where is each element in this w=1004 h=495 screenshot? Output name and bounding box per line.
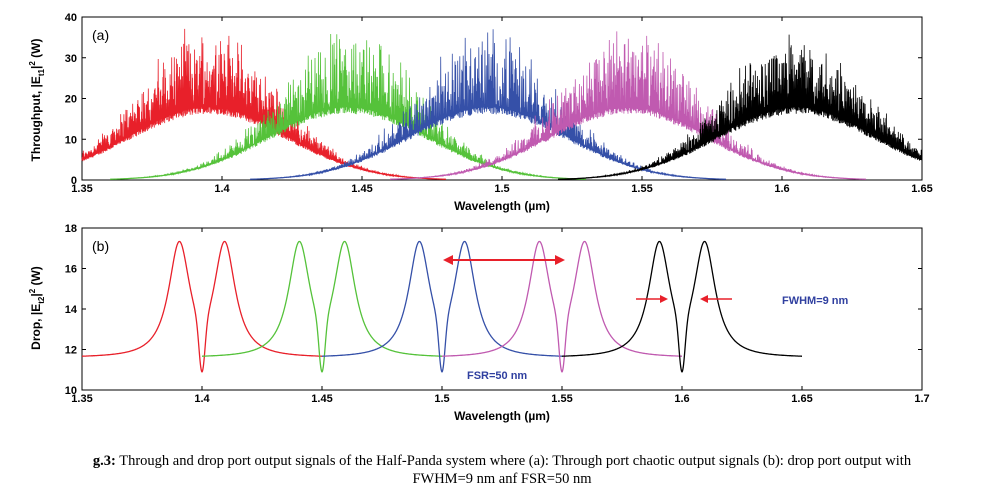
panel-b-series-drop-3: [322, 240, 562, 373]
panel-a-xtick-label: 1.4: [214, 183, 230, 195]
panel-b-ylabel: Drop, |Et2|2 (W): [28, 266, 46, 350]
panel-b-series-drop-5: [562, 240, 802, 373]
panel-b-annotations: FWHM=9 nm FSR=50 nm: [443, 255, 849, 382]
panel-b-ytick-label: 10: [65, 385, 77, 397]
panel-b-xtick-label: 1.65: [791, 393, 812, 405]
panel-a-ylabel: Throughput, |Et1|2 (W): [28, 39, 46, 162]
figure-caption: g.3: Through and drop port output signal…: [0, 452, 1004, 488]
panel-a-xtick-label: 1.55: [631, 183, 652, 195]
panel-b-xtick-label: 1.5: [434, 393, 449, 405]
panel-b-series-drop-4: [442, 240, 682, 373]
panel-b-plot-frame: [81, 227, 923, 391]
panel-a-ytick-label: 0: [71, 175, 77, 187]
panel-a-xtick-label: 1.45: [351, 183, 372, 195]
panel-b-xtick-label: 1.35: [71, 393, 92, 405]
fwhm-arrowhead-left: [660, 295, 668, 303]
panel-b-drop-chart: 1.35 1.4 1.45 1.5 1.55 1.6 1.65 1.7 10 12 14 16 18 (…: [28, 223, 930, 423]
panel-b-label: (b): [92, 238, 109, 254]
fsr-annotation: FSR=50 nm: [467, 370, 527, 382]
panel-b-ytick-label: 12: [65, 345, 77, 357]
panel-a-ytick-label: 40: [65, 12, 77, 24]
panel-a-ylabel-sup: 2: [28, 61, 37, 66]
panel-b-xlabel: Wavelength (µm): [454, 409, 550, 423]
panel-a-ylabel-unit: (W): [29, 39, 43, 62]
panel-a-series-envelope-3: [249, 105, 727, 180]
panel-a-series-envelope-2: [109, 105, 587, 180]
caption-line-1: g.3: Through and drop port output signal…: [0, 452, 1004, 470]
figure: 1.35 1.4 1.45 1.5 1.55 1.6 1.65 0 10 20 30 40 (a) W…: [28, 12, 933, 423]
panel-b-ylabel-sub: t2: [37, 296, 46, 304]
panel-a-ylabel-sub: t1: [37, 68, 46, 76]
fwhm-annotation: FWHM=9 nm: [782, 295, 849, 307]
panel-a-series-envelope-5: [557, 106, 923, 180]
panel-b-ytick-label: 18: [65, 223, 77, 235]
caption-figure-label: g.3:: [92, 453, 116, 469]
panel-b-xtick-label: 1.55: [551, 393, 572, 405]
panel-a-xtick-label: 1.6: [774, 183, 789, 195]
panel-b-ytick-label: 16: [65, 264, 77, 276]
panel-a-ytick-label: 30: [65, 53, 77, 65]
panel-a-ytick-label: 20: [65, 94, 77, 106]
panel-a-series-group: [81, 28, 923, 180]
panel-a-xtick-label: 1.65: [911, 183, 932, 195]
panel-a-throughput-chart: 1.35 1.4 1.45 1.5 1.55 1.6 1.65 0 10 20 30 40 (a) W…: [28, 12, 933, 213]
panel-b-series-drop-1: [82, 240, 322, 373]
panel-a-ylabel-tail: |: [29, 66, 43, 69]
panel-a-ticks: 1.35 1.4 1.45 1.5 1.55 1.6 1.65 0 10 20 30 40: [65, 12, 933, 195]
panel-b-series-group: [82, 240, 802, 373]
panel-b-xtick-label: 1.6: [674, 393, 689, 405]
panel-a-ytick-label: 10: [65, 134, 77, 146]
fsr-arrowhead-right: [555, 255, 565, 265]
panel-b-xtick-label: 1.45: [311, 393, 332, 405]
panel-b-ylabel-sup: 2: [28, 288, 37, 293]
panel-b-ylabel-unit: (W): [29, 266, 43, 289]
panel-b-ytick-label: 14: [65, 304, 78, 316]
caption-text: Through and drop port output signals of …: [119, 453, 912, 469]
panel-a-xtick-label: 1.35: [71, 183, 92, 195]
panel-b-ylabel-tail: |: [29, 293, 43, 296]
panel-b-xtick-label: 1.7: [914, 393, 929, 405]
caption-line-2: FWHM=9 nm anf FSR=50 nm: [412, 471, 592, 487]
panel-a-ylabel-text: Throughput, |E: [29, 76, 43, 161]
panel-b-ylabel-text: Drop, |E: [29, 304, 43, 350]
fwhm-arrowhead-right: [700, 295, 708, 303]
panel-a-xtick-label: 1.5: [494, 183, 509, 195]
panel-a-series-chaotic-2: [110, 33, 587, 180]
fsr-arrowhead-left: [443, 255, 453, 265]
panel-b-xtick-label: 1.4: [194, 393, 210, 405]
panel-a-label: (a): [92, 27, 109, 43]
panel-b-series-drop-2: [202, 240, 442, 373]
panel-b-ticks: 1.35 1.4 1.45 1.5 1.55 1.6 1.65 1.7 10 12 14 16 18: [65, 223, 930, 405]
panel-a-xlabel: Wavelength (µm): [454, 199, 550, 213]
panel-a-series-envelope-4: [389, 105, 867, 180]
